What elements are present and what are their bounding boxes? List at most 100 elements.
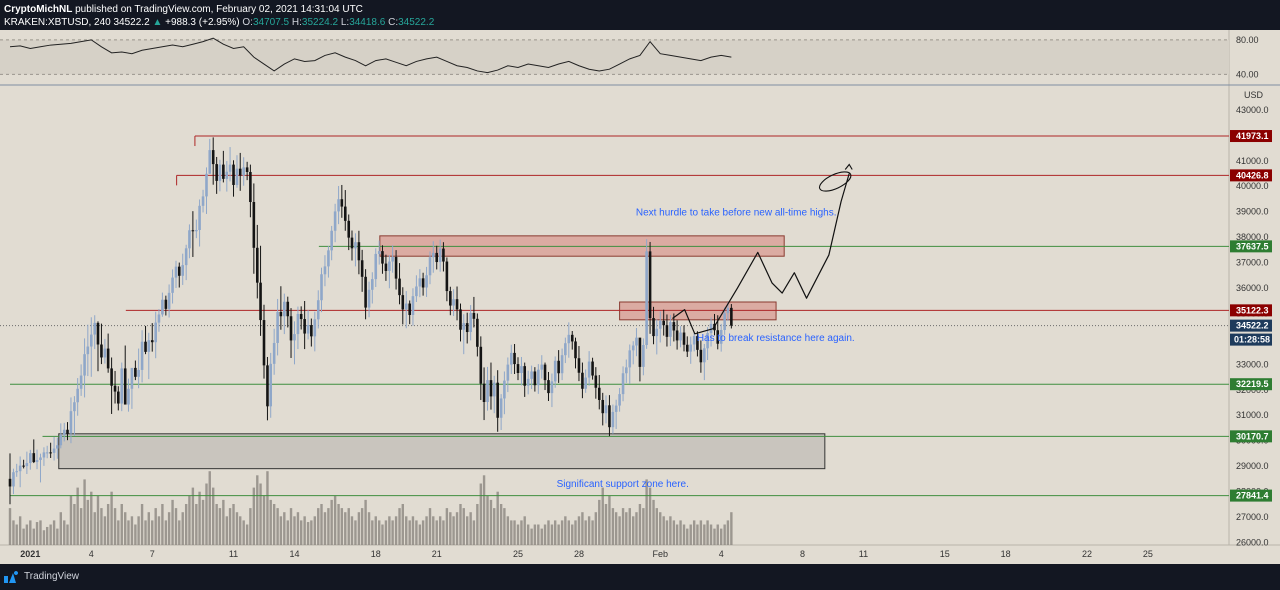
candle-body	[631, 345, 635, 351]
price-chart[interactable]: 80.00 40.00 Next hurdle to take before ne…	[0, 30, 1280, 564]
volume-bar	[367, 512, 371, 545]
volume-bar	[621, 508, 625, 545]
volume-bar	[675, 524, 679, 545]
candle-body	[587, 361, 591, 378]
candle-body	[360, 260, 364, 277]
candle-body	[648, 251, 652, 319]
volume-bar	[113, 508, 117, 545]
candle-body	[357, 242, 361, 261]
volume-bar	[587, 516, 591, 545]
candle-body	[665, 325, 669, 337]
volume-bar	[405, 516, 408, 545]
candle-body	[652, 318, 655, 337]
volume-bar	[103, 516, 107, 545]
candle-body	[32, 453, 36, 463]
volume-bar	[408, 520, 411, 545]
candle-body	[482, 383, 486, 403]
brand-name[interactable]: TradingView	[24, 571, 80, 582]
volume-bar	[252, 487, 256, 545]
candle-body	[106, 348, 110, 369]
candle-body	[52, 448, 56, 453]
candle-body	[455, 299, 459, 310]
high-label: H:	[291, 17, 302, 28]
countdown-tag	[1230, 333, 1272, 346]
candle-body	[144, 341, 147, 352]
candle-body	[225, 171, 229, 179]
candle-body	[289, 316, 293, 341]
candle-body	[537, 369, 540, 386]
publish-info: CryptoMichNL published on TradingView.co…	[4, 3, 363, 16]
candle-body	[137, 369, 140, 377]
date-tick-label: 22	[1082, 549, 1092, 559]
candle-body	[147, 340, 151, 352]
volume-bar	[598, 499, 601, 545]
candle-body	[564, 343, 567, 356]
annotation-text: Has to break resistance here again.	[697, 333, 855, 344]
candle-body	[330, 230, 333, 251]
date-tick-label: 11	[859, 549, 868, 559]
volume-bar	[496, 491, 499, 545]
volume-bar	[188, 495, 191, 545]
candle-body	[93, 322, 97, 335]
candle-body	[245, 167, 249, 172]
rsi-pane: 80.00 40.00	[0, 35, 1280, 86]
level-price-tag	[1230, 169, 1272, 182]
volume-bar	[533, 524, 537, 545]
candle-body	[462, 323, 466, 330]
volume-bar	[604, 504, 608, 545]
candle-body	[367, 289, 371, 308]
candle-body	[415, 286, 418, 297]
price-tick-label: 33000.0	[1236, 359, 1269, 369]
volume-bar	[665, 520, 669, 545]
volume-bar	[442, 520, 445, 545]
volume-bar	[147, 512, 150, 545]
target-loop	[818, 171, 852, 192]
volume-bar	[686, 528, 689, 545]
candle-body	[431, 252, 435, 258]
price-tick-label: 29000.0	[1236, 461, 1269, 471]
volume-bar	[503, 508, 506, 545]
volume-bar	[286, 520, 289, 545]
price-tick-label: 39000.0	[1236, 207, 1269, 217]
volume-bar	[134, 524, 137, 545]
volume-bar	[648, 487, 652, 545]
candle-body	[553, 360, 557, 382]
candle-body	[597, 387, 601, 400]
candle-body	[408, 303, 411, 315]
candle-body	[584, 377, 587, 389]
volume-bar	[638, 504, 642, 545]
price-axis[interactable]: USD43000.042000.041000.040000.039000.038…	[1230, 90, 1272, 547]
candle-body	[279, 311, 283, 317]
volume-bar	[706, 520, 709, 545]
volume-bar	[100, 508, 103, 545]
author-name[interactable]: CryptoMichNL	[4, 4, 73, 15]
price-tick-label: 36000.0	[1236, 283, 1269, 293]
volume-bar	[269, 499, 272, 545]
volume-bar	[418, 524, 422, 545]
volume-bar	[249, 508, 252, 545]
projection-path	[672, 173, 850, 335]
candle-body	[506, 364, 510, 381]
candle-body	[42, 452, 46, 458]
volume-bar	[543, 524, 547, 545]
candle-body	[96, 322, 100, 345]
volume-bar	[167, 512, 171, 545]
volume-bar	[584, 520, 587, 545]
candle-body	[191, 230, 195, 232]
volume-bar	[317, 508, 320, 545]
volume-bar	[208, 471, 211, 545]
volume-bar	[144, 520, 147, 545]
tradingview-logo-icon[interactable]	[4, 571, 22, 583]
candle-body	[594, 375, 598, 388]
volume-bar	[212, 487, 215, 545]
date-tick-label: 4	[719, 549, 724, 559]
time-axis[interactable]: 2021 4 7 11 14 18 21 25 28 Feb 4 8 11 15 18 22 25	[20, 549, 1153, 559]
candle-body	[452, 299, 455, 306]
level-price-label: 40426.8	[1236, 170, 1269, 180]
candle-body	[69, 411, 73, 434]
candle-body	[672, 322, 676, 331]
volume-bar	[520, 520, 523, 545]
volume-bar	[29, 520, 32, 545]
rsi-line	[9, 37, 732, 74]
chart-header: CryptoMichNL published on TradingView.co…	[0, 0, 1280, 30]
